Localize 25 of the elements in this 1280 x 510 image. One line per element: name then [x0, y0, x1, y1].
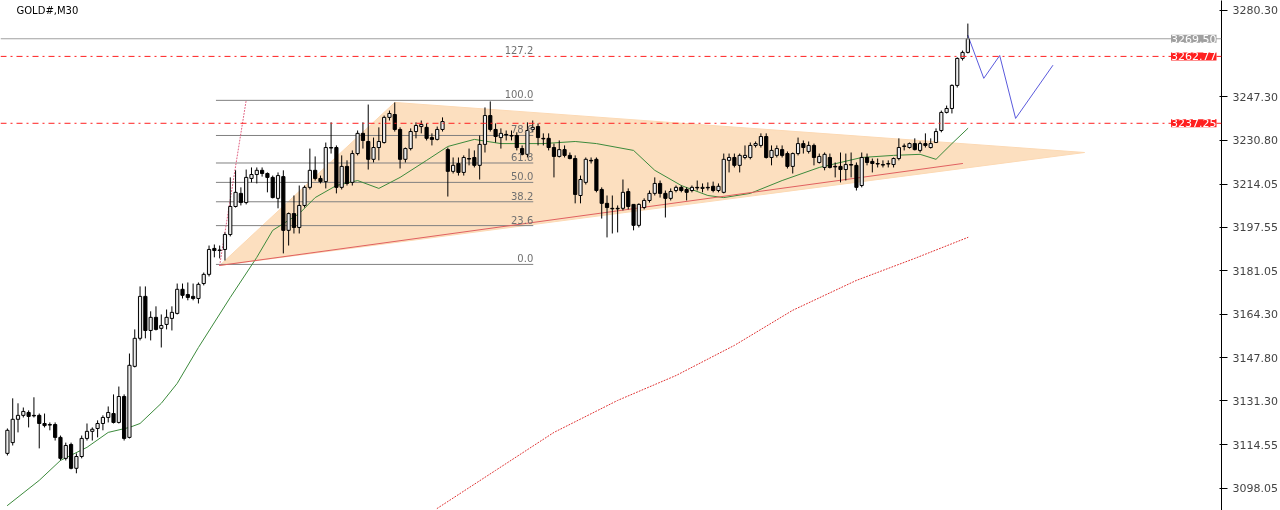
annotation: 50.0 — [511, 171, 534, 183]
y-tick-label: 3147.80 — [1232, 351, 1278, 365]
annotation: 23.6 — [511, 214, 534, 226]
y-tick-label: 3181.05 — [1232, 264, 1278, 278]
y-tick-label: 3131.30 — [1232, 394, 1278, 408]
y-tick-label: 3214.05 — [1232, 178, 1278, 192]
y-tick-label: 3230.80 — [1232, 134, 1278, 148]
annotation: 0.0 — [517, 253, 534, 265]
ref-line-label: 3237.25 — [1171, 117, 1217, 131]
chart-title: GOLD#,M30 — [16, 5, 79, 16]
y-tick-label: 3164.30 — [1232, 308, 1278, 322]
y-tick-label: 3098.05 — [1232, 482, 1278, 496]
candlestick — [880, 159, 886, 168]
line-series — [436, 236, 969, 509]
annotation: 61.8 — [511, 151, 534, 163]
y-tick-label: 3114.55 — [1232, 438, 1278, 452]
annotation: 38.2 — [511, 190, 534, 202]
y-tick-label: 3247.30 — [1232, 90, 1278, 104]
y-tick-label: 3197.55 — [1232, 221, 1278, 235]
y-tick-label: 3280.30 — [1232, 4, 1278, 18]
annotation: 127.2 — [504, 45, 534, 57]
ref-line-label: 3269.50 — [1171, 32, 1217, 46]
line-series — [6, 127, 969, 507]
annotation: 100.0 — [504, 89, 534, 101]
ref-line-label: 3262.77 — [1171, 50, 1217, 64]
